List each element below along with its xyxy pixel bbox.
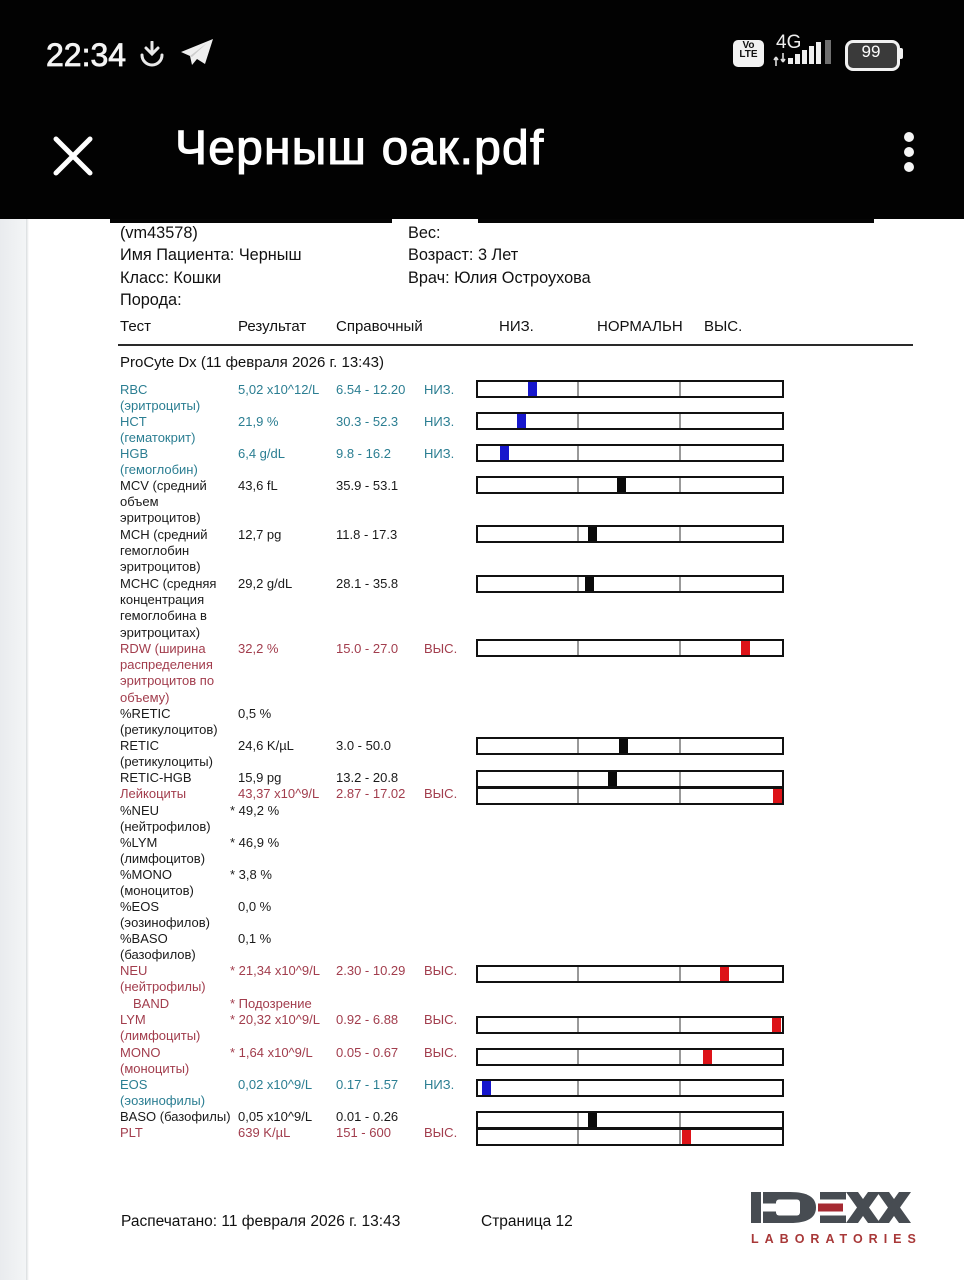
svg-text:LABORATORIES: LABORATORIES	[751, 1232, 918, 1246]
